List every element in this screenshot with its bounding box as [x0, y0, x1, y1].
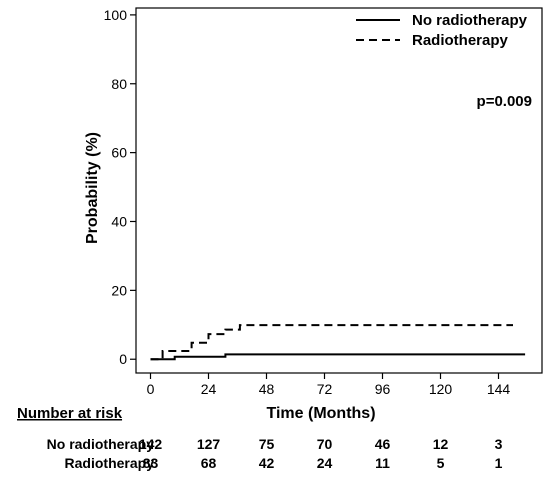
risk-value: 24 — [317, 455, 333, 471]
x-tick-label: 96 — [375, 381, 391, 397]
risk-value: 70 — [317, 436, 333, 452]
risk-value: 83 — [143, 455, 159, 471]
risk-value: 46 — [375, 436, 391, 452]
risk-value: 42 — [259, 455, 275, 471]
risk-value: 3 — [495, 436, 503, 452]
y-tick-label: 80 — [111, 76, 127, 92]
legend-label-no-radiotherapy: No radiotherapy — [412, 12, 528, 29]
x-axis-title: Time (Months) — [266, 405, 375, 422]
series-layer — [150, 324, 526, 361]
y-tick-label: 0 — [119, 351, 127, 367]
x-tick-label: 144 — [487, 381, 511, 397]
axes: 0 20 40 60 80 100 0 24 48 72 96 120 144 — [104, 7, 543, 397]
plot-frame — [135, 7, 543, 374]
y-tick-label: 100 — [104, 7, 128, 23]
x-tick-label: 48 — [259, 381, 275, 397]
x-tick-label: 24 — [201, 381, 217, 397]
p-value-annotation: p=0.009 — [477, 93, 532, 110]
series-line-radiotherapy — [150, 324, 513, 361]
risk-value: 127 — [197, 436, 221, 452]
risk-value: 1 — [495, 455, 503, 471]
y-tick-label: 40 — [111, 213, 127, 229]
risk-value: 75 — [259, 436, 275, 452]
legend: No radiotherapy Radiotherapy — [356, 12, 528, 49]
risk-row-label: Radiotherapy — [65, 455, 155, 471]
y-tick-label: 20 — [111, 282, 127, 298]
x-tick-label: 120 — [429, 381, 453, 397]
risk-row-label: No radiotherapy — [47, 436, 155, 452]
y-tick-label: 60 — [111, 145, 127, 161]
legend-label-radiotherapy: Radiotherapy — [412, 32, 509, 49]
risk-value: 68 — [201, 455, 217, 471]
x-tick-label: 72 — [317, 381, 333, 397]
y-axis-title: Probability (%) — [84, 132, 101, 244]
risk-table-title: Number at risk — [17, 405, 123, 422]
risk-value: 11 — [375, 455, 390, 471]
series-line-no-radiotherapy — [150, 353, 526, 361]
x-tick-label: 0 — [147, 381, 155, 397]
risk-value: 5 — [437, 455, 445, 471]
risk-value: 12 — [433, 436, 449, 452]
risk-value: 142 — [139, 436, 163, 452]
